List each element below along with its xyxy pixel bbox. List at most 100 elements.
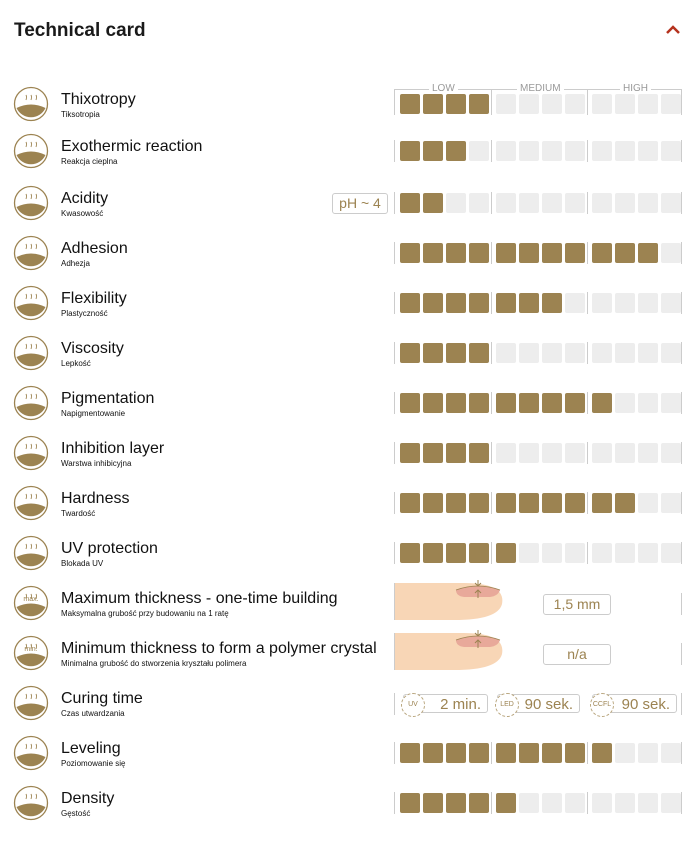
rating-square-empty xyxy=(469,141,489,161)
property-row: Inhibition layer Warstwa inhibicyjna xyxy=(0,430,698,474)
rating-bar xyxy=(394,192,682,214)
rating-bar xyxy=(394,242,682,264)
property-name: Pigmentation xyxy=(61,390,155,407)
rating-square-filled xyxy=(615,493,635,513)
property-subtitle: Maksymalna grubość przy budowaniu na 1 r… xyxy=(61,609,229,618)
rating-square-filled xyxy=(469,443,489,463)
rating-square-filled xyxy=(638,243,658,263)
max-thickness-icon: max. xyxy=(13,585,49,621)
curing-time-value: 90 sek. xyxy=(524,696,573,713)
property-subtitle: Lepkość xyxy=(61,359,91,368)
rating-square-empty xyxy=(519,94,539,114)
property-subtitle: Adhezja xyxy=(61,259,90,268)
svg-text:min.: min. xyxy=(24,646,37,653)
scale-label-high: HIGH xyxy=(620,83,651,94)
rating-square-empty xyxy=(519,443,539,463)
rating-square-filled xyxy=(496,393,516,413)
rating-square-empty xyxy=(592,293,612,313)
lamp-type-badge: LED xyxy=(495,693,519,717)
rating-square-filled xyxy=(592,393,612,413)
rating-square-filled xyxy=(469,543,489,563)
rating-square-empty xyxy=(542,443,562,463)
rating-square-empty xyxy=(542,343,562,363)
rating-square-filled xyxy=(592,243,612,263)
finger-nail-illustration xyxy=(394,630,503,670)
rating-square-filled xyxy=(565,493,585,513)
property-row: Adhesion Adhezja xyxy=(0,230,698,274)
property-subtitle: Plastyczność xyxy=(61,309,108,318)
svg-text:max.: max. xyxy=(23,596,38,603)
curing-time-led: LED 90 sek. xyxy=(495,693,580,717)
property-row: max. Maximum thickness - one-time buildi… xyxy=(0,580,698,624)
rating-square-filled xyxy=(469,343,489,363)
property-row: Curing time Czas utwardzania UV 2 min. L… xyxy=(0,680,698,724)
rating-square-filled xyxy=(519,243,539,263)
rating-square-empty xyxy=(638,94,658,114)
property-row: Thixotropy Tiksotropia xyxy=(0,81,698,125)
rating-square-filled xyxy=(423,193,443,213)
rating-square-empty xyxy=(519,543,539,563)
rating-square-empty xyxy=(565,343,585,363)
rating-square-filled xyxy=(400,443,420,463)
density-icon xyxy=(13,785,49,821)
rating-square-empty xyxy=(592,94,612,114)
rating-square-filled xyxy=(469,793,489,813)
lamp-type-badge: UV xyxy=(401,693,425,717)
rating-square-filled xyxy=(423,443,443,463)
uv-protection-icon xyxy=(13,535,49,571)
rating-square-empty xyxy=(638,141,658,161)
curing-time-uv: UV 2 min. xyxy=(401,693,488,717)
property-name: Inhibition layer xyxy=(61,440,165,457)
curing-time-value: 2 min. xyxy=(440,696,481,713)
property-subtitle: Czas utwardzania xyxy=(61,709,125,718)
rating-square-empty xyxy=(496,94,516,114)
property-row: Pigmentation Napigmentowanie xyxy=(0,380,698,424)
rating-bar xyxy=(394,342,682,364)
rating-square-filled xyxy=(423,94,443,114)
rating-square-empty xyxy=(615,141,635,161)
rating-square-empty xyxy=(565,543,585,563)
rating-square-filled xyxy=(400,193,420,213)
chevron-up-icon[interactable] xyxy=(664,22,682,36)
ph-drop-icon xyxy=(13,185,49,221)
pigment-drops-icon xyxy=(13,385,49,421)
rating-square-filled xyxy=(446,141,466,161)
property-name: Thixotropy xyxy=(61,91,136,108)
property-subtitle: Twardość xyxy=(61,509,96,518)
property-subtitle: Napigmentowanie xyxy=(61,409,126,418)
rating-square-filled xyxy=(423,793,443,813)
rating-square-filled xyxy=(496,293,516,313)
rating-square-empty xyxy=(661,493,681,513)
property-subtitle: Blokada UV xyxy=(61,559,104,568)
scale-label-low: LOW xyxy=(429,83,458,94)
heat-icon xyxy=(13,133,49,169)
rating-square-filled xyxy=(446,443,466,463)
rating-square-filled xyxy=(423,543,443,563)
property-subtitle: Minimalna grubość do stworzenia kryształ… xyxy=(61,659,247,668)
rating-square-filled xyxy=(446,793,466,813)
rating-square-filled xyxy=(446,243,466,263)
rating-square-empty xyxy=(638,193,658,213)
rating-square-empty xyxy=(661,193,681,213)
inhibition-layer-icon xyxy=(13,435,49,471)
rating-square-filled xyxy=(496,793,516,813)
rating-square-filled xyxy=(400,543,420,563)
rating-square-filled xyxy=(446,543,466,563)
rating-square-empty xyxy=(592,443,612,463)
property-row: Density Gęstość xyxy=(0,780,698,824)
rating-square-empty xyxy=(592,193,612,213)
rating-square-filled xyxy=(519,743,539,763)
rating-square-filled xyxy=(400,94,420,114)
rating-square-filled xyxy=(496,493,516,513)
rating-square-filled xyxy=(519,293,539,313)
rating-square-empty xyxy=(496,141,516,161)
rating-square-empty xyxy=(565,443,585,463)
lamp-type-badge: CCFL xyxy=(590,693,614,717)
rating-square-empty xyxy=(565,293,585,313)
rating-square-empty xyxy=(638,793,658,813)
rating-square-empty xyxy=(661,543,681,563)
rating-square-empty xyxy=(565,141,585,161)
rating-square-filled xyxy=(400,343,420,363)
rating-bar xyxy=(394,742,682,764)
rating-square-filled xyxy=(400,393,420,413)
